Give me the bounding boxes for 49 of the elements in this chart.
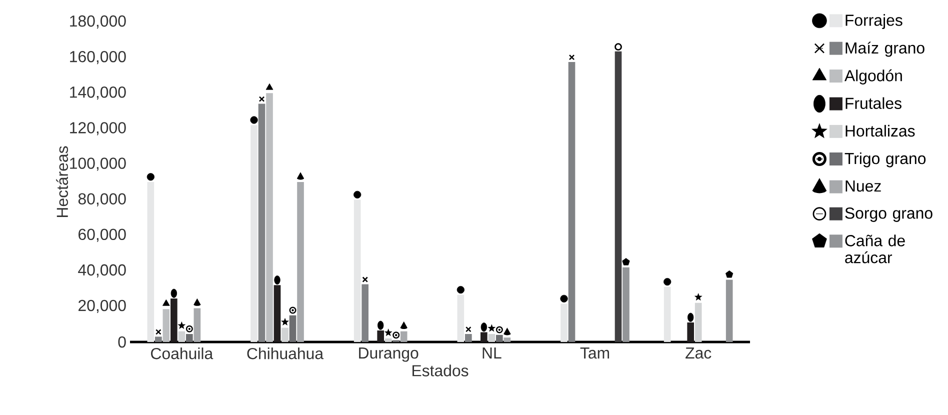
bar xyxy=(297,182,304,342)
y-tick-label: 100,000 xyxy=(70,158,126,171)
y-tick-label: 20,000 xyxy=(78,300,126,314)
legend-label: Caña de azúcar xyxy=(845,234,905,264)
x-axis-title: Estados xyxy=(412,364,468,376)
bar xyxy=(186,334,193,342)
legend-label: Maíz grano xyxy=(846,42,924,57)
bar xyxy=(282,328,288,342)
bar xyxy=(622,267,630,342)
bar xyxy=(155,336,162,342)
bar xyxy=(289,315,296,342)
bar xyxy=(178,331,186,342)
bar xyxy=(362,284,368,342)
y-tick-label: 60,000 xyxy=(78,228,126,242)
y-tick-label: 140,000 xyxy=(70,86,126,100)
x-tick-label: Coahuila xyxy=(151,348,214,360)
bar xyxy=(488,334,496,342)
bar xyxy=(194,308,201,342)
bar xyxy=(465,334,472,342)
x-tick-label: Chihuahua xyxy=(247,348,324,360)
y-axis-title: Hectáreas xyxy=(56,146,68,218)
y-tick-label: 180,000 xyxy=(70,15,126,29)
bar xyxy=(504,338,511,342)
legend-label: Hortalizas xyxy=(846,124,915,137)
y-tick-label: 0 xyxy=(118,336,126,348)
y-tick-label: 160,000 xyxy=(70,50,126,64)
bar xyxy=(162,309,170,342)
bar xyxy=(614,51,622,342)
x-tick-label: Durango xyxy=(359,348,418,362)
bar xyxy=(266,93,273,342)
y-tick-label: 120,000 xyxy=(70,122,126,136)
bar xyxy=(384,338,392,342)
legend-label: Forrajes xyxy=(846,14,902,30)
bar xyxy=(400,331,408,342)
y-tick-label: 80,000 xyxy=(78,193,126,206)
x-tick-label: Zac xyxy=(686,348,712,359)
bar xyxy=(726,280,733,342)
bar xyxy=(568,62,576,342)
bar xyxy=(258,104,266,342)
x-tick-label: Tam xyxy=(580,348,610,359)
bar xyxy=(694,302,702,342)
x-tick-label: NL xyxy=(482,348,502,358)
y-tick-label: 40,000 xyxy=(78,264,126,278)
legend-label: Trigo grano xyxy=(844,152,926,168)
legend-label: Sorgo grano xyxy=(845,208,932,222)
legend-label: Frutales xyxy=(846,97,902,109)
legend-label: Algodón xyxy=(844,69,902,84)
bar xyxy=(496,334,503,342)
legend-label: Nuez xyxy=(846,180,881,192)
